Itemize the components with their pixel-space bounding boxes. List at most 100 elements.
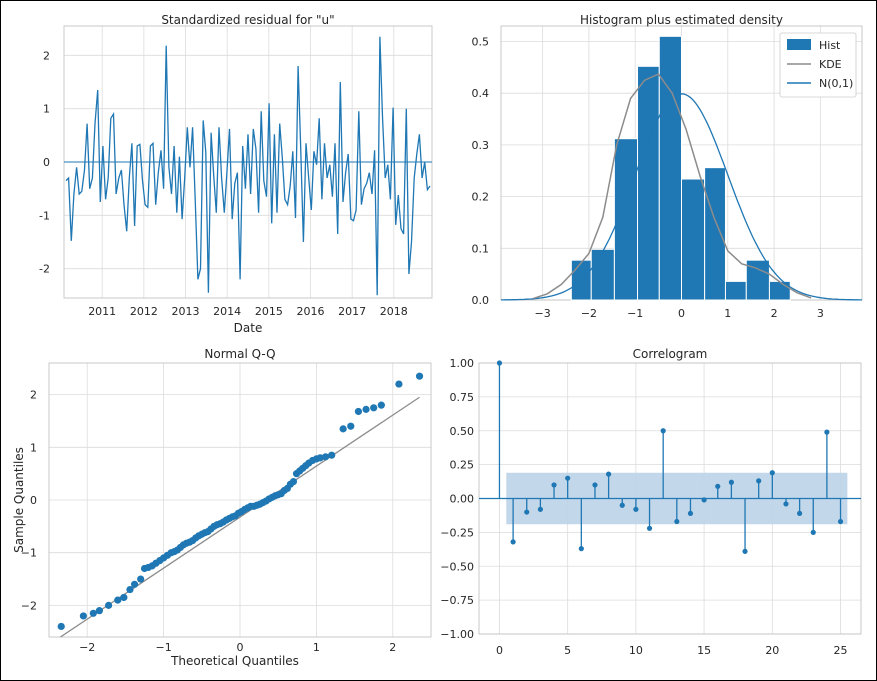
y-tick-label: −0.25 [440, 526, 474, 539]
qq-point [347, 422, 355, 430]
y-tick-label: 0.00 [450, 493, 475, 506]
legend-label: Hist [819, 39, 841, 52]
x-tick-label: 2 [771, 307, 778, 320]
x-tick-label: 2013 [172, 305, 200, 318]
y-tick-label: 1.00 [450, 357, 475, 370]
acf-marker [769, 470, 775, 476]
acf-marker [824, 429, 830, 435]
acf-marker [810, 529, 816, 535]
legend-label: N(0,1) [819, 77, 853, 90]
y-tick-label: 0 [43, 156, 50, 169]
histogram-bar [704, 167, 726, 301]
chart-title: Standardized residual for "u" [161, 13, 334, 27]
y-tick-label: −1 [21, 547, 37, 560]
legend-label: KDE [819, 58, 842, 71]
acf-marker [633, 506, 639, 512]
qq-point [328, 451, 336, 459]
acf-marker [742, 548, 748, 554]
acf-marker [496, 360, 503, 366]
y-tick-label: 0.50 [450, 425, 475, 438]
qq-point [120, 593, 128, 602]
qq-point [415, 372, 424, 380]
y-tick-label: 2 [30, 389, 37, 402]
histogram-bars [570, 35, 791, 301]
chart-title: Normal Q-Q [204, 347, 275, 361]
qq-point [89, 609, 97, 617]
y-tick-label: 1 [43, 103, 50, 116]
y-tick-label: 0.5 [472, 36, 490, 49]
y-tick-label: −0.50 [440, 560, 474, 573]
acf-marker [646, 525, 653, 531]
histogram-bar [590, 248, 615, 301]
x-tick-label: 25 [834, 644, 848, 657]
histogram-bar [658, 35, 682, 301]
x-tick-label: 10 [629, 644, 643, 657]
qq-point [370, 404, 378, 412]
qq-point [130, 580, 139, 588]
x-tick-label: 0 [496, 644, 503, 657]
legend: Hist KDE N(0,1) [779, 32, 857, 98]
correlogram-panel: 0 5 10 15 20 25 1.00 0.75 0.50 0.25 0.00 −0.25 −0.50… [440, 347, 862, 657]
qq-point [289, 477, 298, 486]
residual-line [65, 36, 431, 296]
acf-marker [674, 518, 680, 525]
x-tick-label: −3 [535, 307, 551, 320]
acf-marker [715, 483, 721, 489]
histogram-bar [745, 259, 770, 301]
qq-point [114, 596, 122, 604]
qq-panel: −2 −1 0 1 2 2 1 0 −1 −2 Normal Q-Q Theoretical Quan… [12, 347, 432, 668]
acf-marker [783, 501, 789, 507]
histogram-bar [724, 280, 747, 301]
acf-stems [496, 360, 844, 554]
qq-point [321, 453, 330, 461]
acf-marker [537, 506, 543, 512]
normal-density-line [501, 93, 862, 301]
x-tick-label: 2014 [213, 305, 241, 318]
y-tick-label: 0.4 [472, 87, 490, 100]
x-tick-label: 2 [389, 641, 396, 654]
x-tick-label: 2017 [338, 305, 366, 318]
kde-line [533, 73, 812, 300]
histogram-bar [637, 65, 660, 301]
x-tick-label: 15 [697, 644, 711, 657]
x-tick-label: 2018 [380, 305, 408, 318]
qq-point [126, 585, 134, 594]
qq-point [395, 380, 403, 388]
y-tick-label: 0.0 [472, 294, 490, 307]
x-tick-label: 5 [564, 644, 571, 657]
histogram-panel: −3 −2 −1 0 1 2 3 0.0 0.1 0.2 0.3 0.4 0.5 Hist KDE N(0,1… [472, 13, 863, 320]
qq-points [57, 372, 424, 631]
x-tick-label: 2012 [130, 305, 158, 318]
acf-marker [687, 510, 694, 517]
acf-marker [578, 546, 584, 552]
qq-point [316, 454, 324, 462]
y-tick-label: −1.00 [440, 628, 474, 641]
x-tick-label: 3 [817, 307, 824, 320]
qq-point [57, 622, 65, 631]
y-tick-label: 0 [30, 494, 37, 507]
x-tick-label: −2 [581, 307, 597, 320]
y-tick-label: 0.3 [472, 139, 490, 152]
histogram-bar [681, 178, 706, 301]
y-tick-label: 0.75 [450, 391, 475, 404]
x-tick-label: −1 [627, 307, 643, 320]
acf-marker [565, 475, 571, 481]
x-axis-label: Date [234, 321, 263, 335]
y-tick-label: −0.75 [440, 594, 474, 607]
qq-point [339, 425, 347, 433]
qq-point [95, 607, 104, 615]
residual-panel: 2011 2012 2013 2014 2015 2016 2017 2018 2 1 0 -1 -2 S… [39, 13, 433, 335]
qq-point [137, 575, 145, 583]
x-tick-label: 2015 [255, 305, 283, 318]
legend-swatch-hist [787, 39, 811, 50]
acf-marker [619, 502, 625, 508]
y-tick-label: -1 [39, 209, 50, 222]
y-tick-label: 2 [43, 49, 50, 62]
plot-frame [48, 362, 432, 638]
y-tick-label: -2 [39, 263, 50, 276]
x-tick-label: 1 [313, 641, 320, 654]
qq-point [362, 405, 370, 413]
y-tick-label: −2 [21, 599, 37, 612]
